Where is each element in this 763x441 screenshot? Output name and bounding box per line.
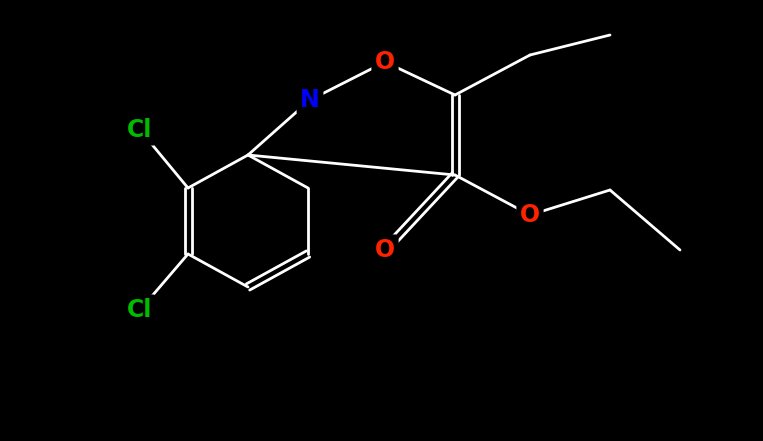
Text: Cl: Cl [127,118,153,142]
Text: O: O [375,238,395,262]
Text: O: O [375,50,395,74]
Text: O: O [520,203,540,227]
Text: Cl: Cl [127,298,153,322]
Text: N: N [300,88,320,112]
